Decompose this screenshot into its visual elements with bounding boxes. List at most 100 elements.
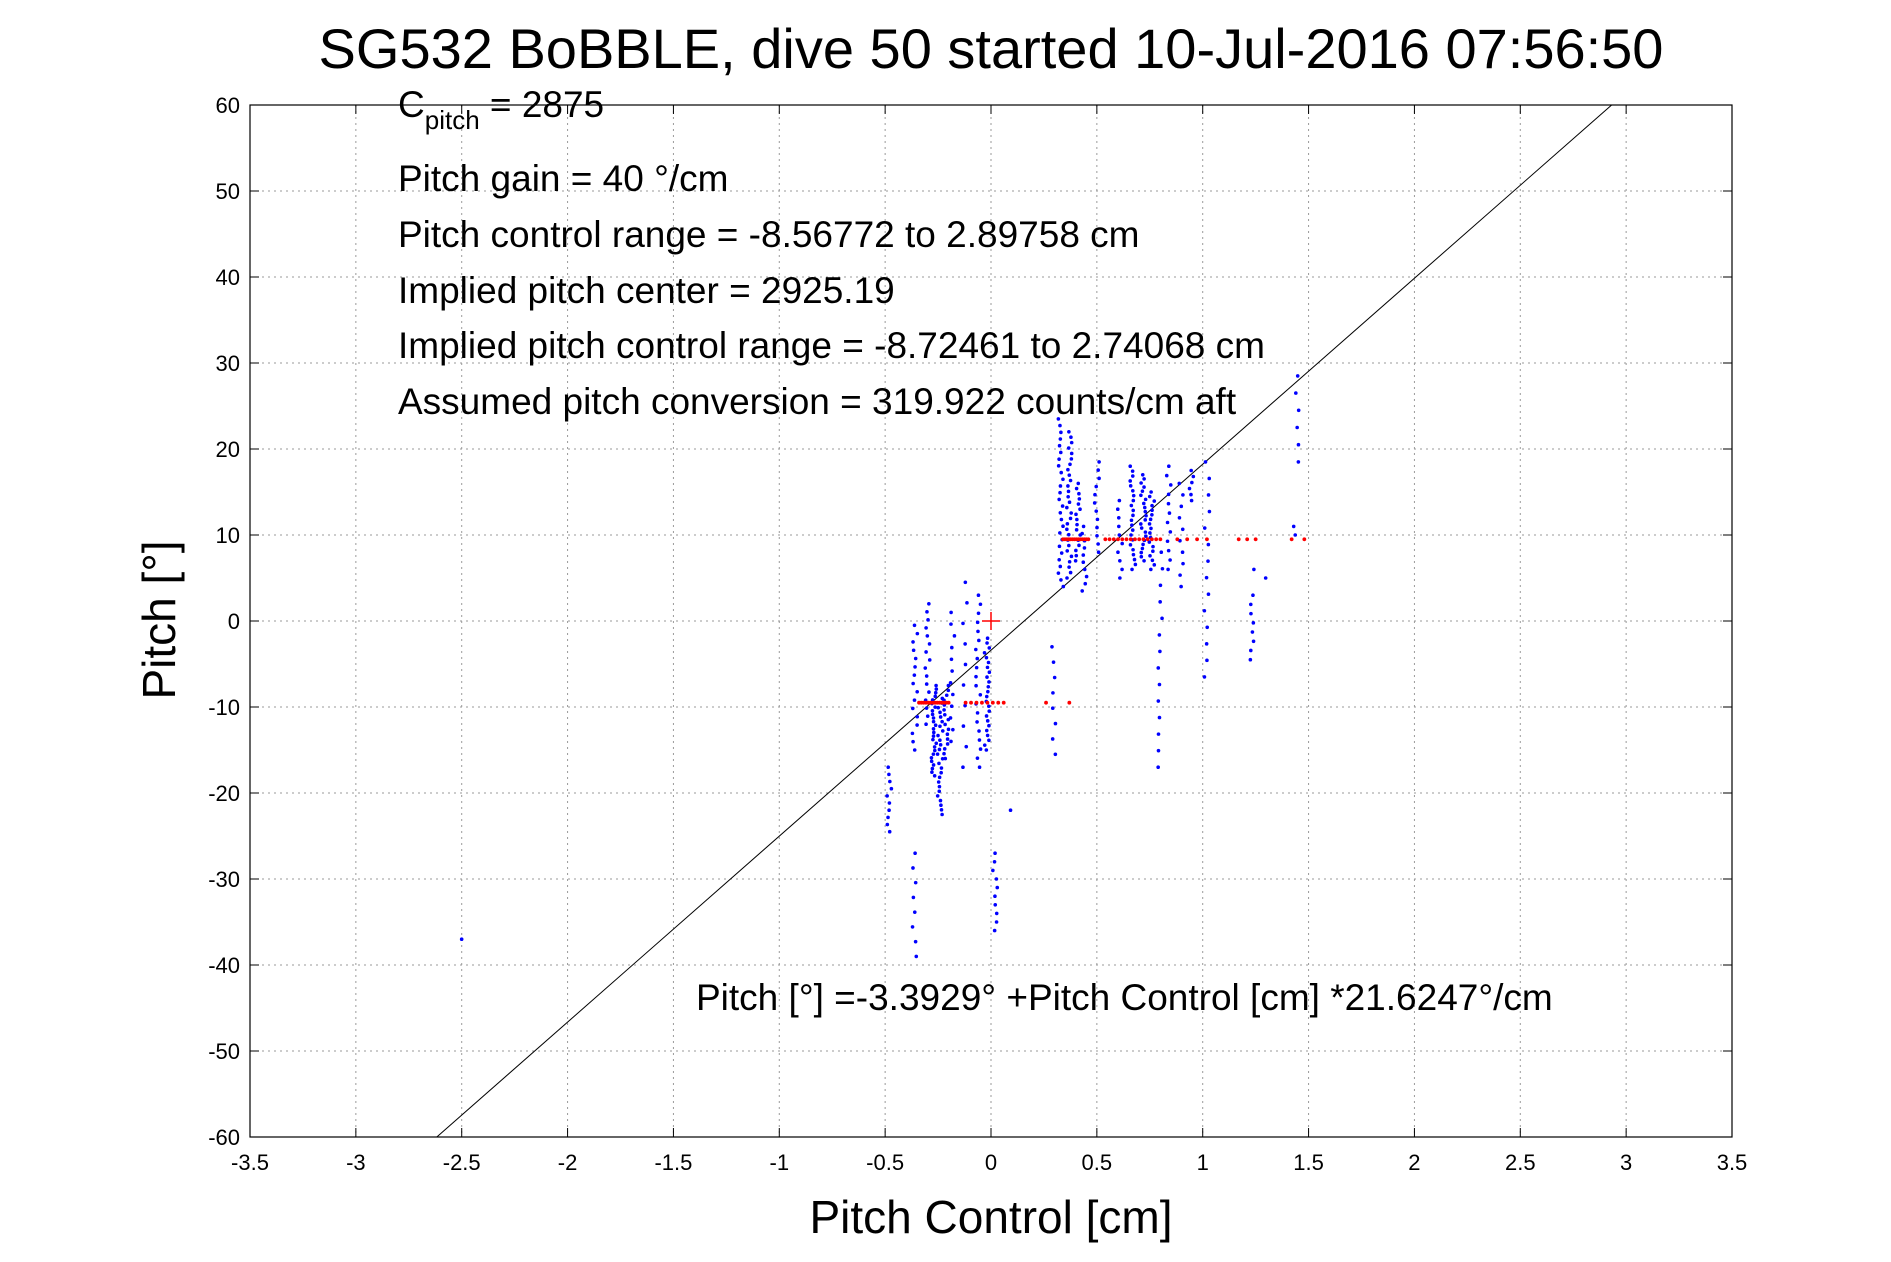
setpoint-point (1236, 537, 1241, 542)
data-point (1168, 483, 1173, 487)
data-point (987, 680, 991, 684)
data-point (1115, 507, 1120, 512)
c-pitch-subscript: pitch (425, 105, 480, 135)
data-point (1069, 435, 1073, 440)
setpoint-point (1158, 537, 1163, 542)
data-point (933, 723, 938, 728)
data-point (1206, 559, 1210, 563)
data-point (939, 770, 943, 775)
setpoint-point (963, 700, 968, 705)
data-point (931, 719, 936, 724)
data-point (910, 925, 915, 929)
data-point (974, 647, 978, 652)
data-point (977, 729, 981, 733)
data-point (1058, 490, 1062, 495)
data-point (984, 714, 989, 718)
data-point (938, 724, 942, 729)
data-point (982, 650, 987, 655)
data-point (924, 706, 929, 710)
data-point (915, 723, 919, 727)
data-point (1148, 531, 1152, 535)
data-point (1058, 423, 1062, 428)
data-point (1248, 602, 1253, 607)
data-point (924, 626, 928, 630)
data-point (1082, 546, 1087, 550)
data-point (1074, 528, 1079, 532)
data-point (887, 772, 891, 777)
data-point (951, 692, 955, 697)
data-point (930, 708, 935, 713)
data-point (1187, 486, 1192, 491)
data-point (1191, 474, 1196, 479)
data-point (1076, 481, 1081, 486)
data-point (1067, 559, 1072, 564)
setpoint-point (1103, 537, 1108, 542)
data-point (1151, 544, 1155, 549)
data-point (1092, 501, 1097, 505)
data-point (885, 794, 889, 798)
data-point (942, 751, 946, 756)
data-point (946, 688, 951, 693)
data-point (987, 670, 992, 675)
data-point (987, 646, 992, 650)
data-point (1059, 551, 1064, 555)
fit-line (436, 104, 1612, 1138)
data-point (933, 694, 938, 699)
data-point (1051, 660, 1056, 664)
data-point (963, 662, 968, 667)
x-tick-label: 3.5 (1717, 1150, 1748, 1175)
data-point (1059, 470, 1064, 475)
setpoint-point (1067, 700, 1072, 705)
data-point (1296, 460, 1301, 464)
data-point (1202, 675, 1207, 679)
c-pitch-value: = 2875 (480, 84, 604, 125)
data-point (1129, 503, 1134, 508)
setpoint-point (1205, 537, 1209, 542)
y-tick-label: 20 (216, 437, 240, 462)
data-point (1202, 526, 1207, 530)
data-point (949, 657, 954, 662)
setpoint-point (996, 700, 1001, 705)
data-point (975, 720, 979, 724)
data-point (1117, 533, 1122, 537)
data-point (1081, 524, 1086, 529)
data-point (974, 674, 978, 679)
data-point (1081, 553, 1086, 557)
data-point (1167, 464, 1171, 469)
data-point (925, 714, 930, 718)
data-point (1067, 500, 1072, 504)
data-point (1139, 522, 1143, 526)
chart-title: SG532 BoBBLE, dive 50 started 10-Jul-201… (319, 17, 1664, 80)
data-point (1074, 548, 1078, 553)
data-point (1142, 501, 1146, 506)
data-point (915, 631, 920, 636)
data-point (1097, 460, 1101, 464)
data-point (1066, 446, 1071, 450)
data-point (912, 623, 917, 628)
data-point (935, 752, 940, 756)
data-point (1053, 721, 1058, 726)
data-point (933, 705, 937, 709)
data-point (1058, 531, 1062, 535)
data-point (977, 638, 981, 643)
setpoint-point (1150, 537, 1154, 542)
data-point (993, 903, 998, 907)
data-point (886, 765, 891, 769)
data-point (924, 674, 929, 678)
data-point (987, 738, 991, 743)
data-point (913, 665, 917, 669)
data-point (924, 682, 929, 686)
data-point (1057, 497, 1061, 502)
data-point (1177, 516, 1182, 520)
x-tick-label: -1.5 (654, 1150, 692, 1175)
data-point (1066, 467, 1070, 472)
data-point (1251, 593, 1255, 597)
data-point (936, 705, 941, 710)
pitch-points-series (459, 374, 1301, 959)
data-point (1131, 513, 1135, 518)
data-point (1148, 517, 1153, 522)
data-point (1251, 621, 1256, 625)
data-point (985, 641, 989, 645)
data-point (1066, 532, 1071, 537)
data-point (939, 808, 944, 812)
